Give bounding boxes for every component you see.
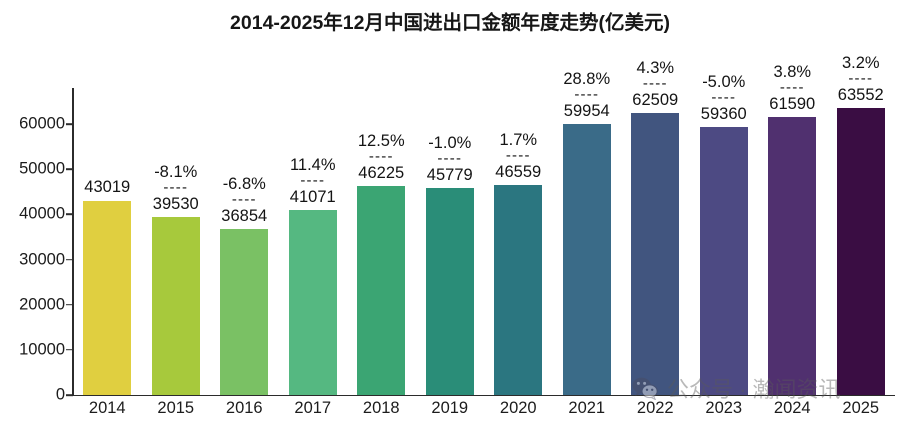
- x-axis-tick-label: 2014: [88, 399, 126, 417]
- y-axis-tick-label: 10000: [19, 340, 65, 359]
- bar-pct-change: -6.8%: [222, 174, 266, 193]
- x-axis-tick-label: 2024: [773, 399, 811, 417]
- y-axis-tick-mark: [66, 123, 73, 125]
- bar-label-separator: ----: [642, 74, 668, 92]
- bar-label-separator: ----: [505, 146, 531, 164]
- bar-label: 3.8% ---- 61590: [743, 63, 842, 114]
- bar-label: 3.2% ---- 63552: [812, 54, 900, 105]
- bar: [425, 188, 474, 395]
- bar: [220, 228, 269, 395]
- x-axis-tick-label: 2017: [294, 399, 332, 417]
- y-axis-tick-mark: [66, 258, 73, 261]
- bar-pct-change: 1.7%: [499, 130, 538, 149]
- bar-value: 62509: [632, 90, 679, 109]
- y-axis-tick-label: 50000: [19, 159, 65, 178]
- bar-pct-change: -1.0%: [428, 134, 472, 153]
- bar-label-separator: ----: [437, 150, 463, 168]
- bar-label: 43019: [58, 177, 157, 197]
- x-axis-tick-label: 2023: [705, 399, 743, 417]
- bar-label: -6.8% ---- 36854: [195, 175, 294, 226]
- x-axis-line: [72, 394, 895, 397]
- bar-value: 59954: [563, 102, 610, 121]
- x-axis-tick-label: 2018: [362, 399, 400, 417]
- x-axis-tick-label: 2016: [225, 399, 263, 417]
- bar-label-separator: ----: [848, 70, 874, 88]
- y-axis-tick-label: 60000: [19, 114, 65, 133]
- y-axis-tick-label: 20000: [19, 295, 65, 314]
- bar-label: -1.0% ---- 45779: [401, 134, 500, 185]
- y-axis-tick-label: 40000: [19, 204, 65, 223]
- bar-pct-change: 3.8%: [773, 62, 812, 81]
- y-axis-tick-mark: [66, 168, 73, 171]
- y-axis-tick-label: 30000: [19, 250, 65, 269]
- bar-pct-change: 28.8%: [563, 70, 611, 89]
- bar-label: 28.8% ---- 59954: [538, 70, 637, 121]
- bar: [836, 108, 885, 395]
- bar-pct-change: -8.1%: [154, 162, 198, 181]
- bar-value: 45779: [426, 166, 473, 185]
- y-axis-line: [72, 88, 74, 396]
- bar-label-separator: ----: [231, 190, 257, 208]
- bar-pct-change: 3.2%: [841, 54, 880, 73]
- bar-label-separator: ----: [163, 178, 189, 196]
- bar-label-separator: ----: [711, 89, 737, 106]
- bar-value: 36854: [221, 206, 268, 225]
- x-axis-tick-label: 2022: [636, 399, 674, 417]
- bar-pct-change: -5.0%: [702, 73, 746, 91]
- y-axis-tick-mark: [66, 303, 73, 306]
- bar-label: -8.1% ---- 39530: [127, 163, 226, 214]
- bar-value: 63552: [837, 86, 884, 105]
- y-axis-tick-mark: [66, 349, 73, 351]
- x-axis-tick-label: 2021: [568, 399, 606, 417]
- x-axis-tick-label: 2019: [431, 399, 469, 417]
- bar-pct-change: 4.3%: [636, 58, 675, 77]
- y-axis-tick-mark: [66, 394, 73, 396]
- bar-label-separator: ----: [574, 86, 600, 104]
- chart-title: 2014-2025年12月中国进出口金额年度走势(亿美元): [230, 12, 670, 34]
- bar-value: 46559: [495, 162, 542, 181]
- bar-label: 1.7% ---- 46559: [469, 131, 568, 182]
- bar: [288, 209, 337, 395]
- bar-label: 11.4% ---- 41071: [264, 156, 363, 207]
- y-axis-tick-label: 0: [55, 385, 65, 404]
- x-axis-tick-label: 2015: [157, 399, 195, 417]
- bar: [83, 200, 132, 395]
- bar: [494, 184, 543, 395]
- bar-value: 59360: [700, 105, 747, 123]
- bar-pct-change: 11.4%: [289, 155, 336, 174]
- bar-label-separator: ----: [779, 78, 805, 96]
- y-axis-tick-mark: [66, 213, 73, 216]
- bar-label-separator: ----: [368, 148, 394, 166]
- bar: [357, 186, 406, 395]
- bar-label: 4.3% ---- 62509: [606, 59, 705, 110]
- bar: [768, 116, 817, 395]
- bar-value: 43019: [84, 177, 131, 196]
- bar-label: 12.5% ---- 46225: [332, 132, 431, 183]
- bar: [562, 124, 611, 395]
- bar-label: -5.0% ---- 59360: [675, 73, 774, 124]
- bar: [631, 112, 680, 395]
- bar: [699, 127, 748, 395]
- bar-pct-change: 12.5%: [357, 132, 405, 151]
- x-axis-tick-label: 2020: [499, 399, 537, 417]
- bar: [151, 216, 200, 395]
- bar-label-separator: ----: [300, 171, 326, 189]
- x-axis-tick-label: 2025: [842, 399, 880, 417]
- bar-value: 39530: [152, 194, 199, 213]
- bar-value: 46225: [358, 164, 405, 183]
- bar-value: 61590: [769, 94, 816, 113]
- bar-value: 41071: [289, 187, 336, 206]
- plot-area: [73, 88, 895, 395]
